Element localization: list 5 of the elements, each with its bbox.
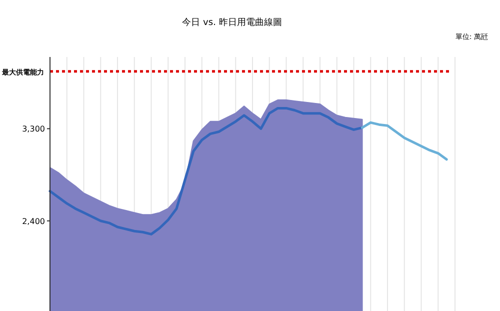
chart-title: 今日 vs. 昨日用電曲線圖 — [182, 17, 282, 28]
y-tick-label: 2,400 — [22, 216, 45, 226]
line-series — [360, 121, 448, 161]
y-tick-label: 3,300 — [22, 124, 45, 134]
line-series — [48, 106, 364, 236]
